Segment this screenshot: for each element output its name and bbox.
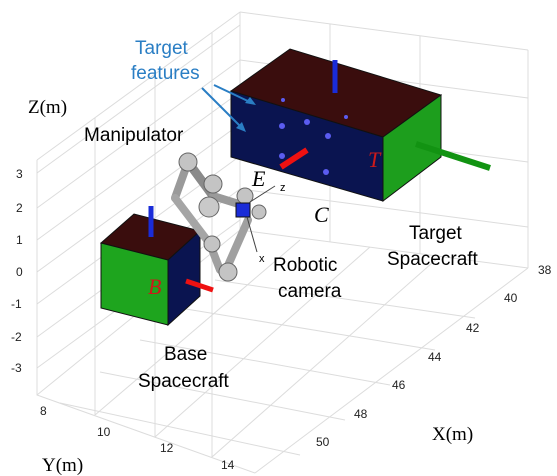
x-tick: 44 — [428, 350, 442, 364]
feature-point — [279, 123, 285, 129]
y-tick: 8 — [40, 404, 47, 418]
manipulator-arm — [171, 152, 276, 282]
target-frame-label: T — [368, 147, 382, 172]
y-tick: 10 — [97, 425, 111, 439]
z-axis-ticks: 3 2 1 0 -1 -2 -3 — [11, 167, 23, 375]
target-spacecraft-label: Target — [409, 223, 463, 244]
manipulator-label: Manipulator — [84, 125, 184, 146]
base-cube-front — [167, 229, 201, 327]
z-tick: -2 — [11, 330, 22, 344]
arm-joint — [203, 235, 221, 253]
arm-link — [171, 194, 214, 248]
camera-z-axis-label: z — [280, 182, 286, 194]
z-tick: 2 — [16, 201, 23, 215]
feature-point — [281, 98, 285, 102]
x-tick: 42 — [466, 321, 480, 335]
y-axis-label: Y(m) — [42, 455, 83, 476]
z-tick: 3 — [16, 167, 23, 181]
target-features-label: features — [131, 63, 200, 84]
target-spacecraft — [229, 48, 491, 203]
arm-joint — [203, 174, 223, 194]
target-cube-side — [382, 94, 442, 203]
feature-point — [304, 119, 310, 125]
arm-joint — [251, 204, 267, 220]
robotic-camera-label: camera — [278, 281, 342, 302]
feature-point — [323, 169, 329, 175]
y-tick: 14 — [221, 458, 235, 472]
feature-point — [279, 153, 285, 159]
x-tick: 48 — [354, 407, 368, 421]
x-tick: 50 — [316, 435, 330, 449]
x-axis-ticks: 38 40 42 44 46 48 50 — [316, 263, 552, 449]
base-frame-label: B — [148, 274, 161, 299]
end-effector-label: E — [251, 166, 266, 191]
robotic-camera-label: Robotic — [273, 255, 337, 276]
base-y-axis — [185, 278, 214, 293]
feature-point — [344, 115, 348, 119]
target-features-label: Target — [135, 38, 189, 59]
camera-x-axis — [246, 216, 258, 253]
x-tick: 46 — [392, 378, 406, 392]
target-feature-points — [279, 98, 348, 175]
z-tick: 0 — [16, 265, 23, 279]
feature-annotation-arrows — [201, 84, 256, 132]
target-spacecraft-label: Spacecraft — [387, 249, 479, 270]
z-tick: -1 — [11, 297, 22, 311]
base-spacecraft-label: Spacecraft — [138, 371, 230, 392]
z-tick: 1 — [16, 233, 23, 247]
camera-x-axis-label: x — [259, 253, 265, 265]
arm-joint — [218, 262, 238, 282]
z-tick: -3 — [11, 361, 22, 375]
base-spacecraft-label: Base — [164, 344, 207, 365]
camera-z-axis — [249, 185, 276, 203]
x-axis-label: X(m) — [432, 424, 473, 445]
y-axis-ticks: 8 10 12 14 — [40, 404, 235, 472]
feature-point — [325, 133, 331, 139]
y-tick: 12 — [160, 441, 174, 455]
robotic-camera-body — [235, 202, 251, 218]
x-tick: 38 — [538, 263, 552, 277]
x-tick: 40 — [504, 291, 518, 305]
target-x-axis — [415, 141, 491, 171]
center-label: C — [314, 202, 329, 227]
arm-joint — [198, 196, 220, 218]
base-spacecraft — [99, 206, 214, 327]
arm-joint — [178, 152, 198, 172]
target-y-axis — [279, 147, 309, 170]
arm-link — [222, 216, 252, 274]
z-axis-label: Z(m) — [28, 97, 67, 118]
